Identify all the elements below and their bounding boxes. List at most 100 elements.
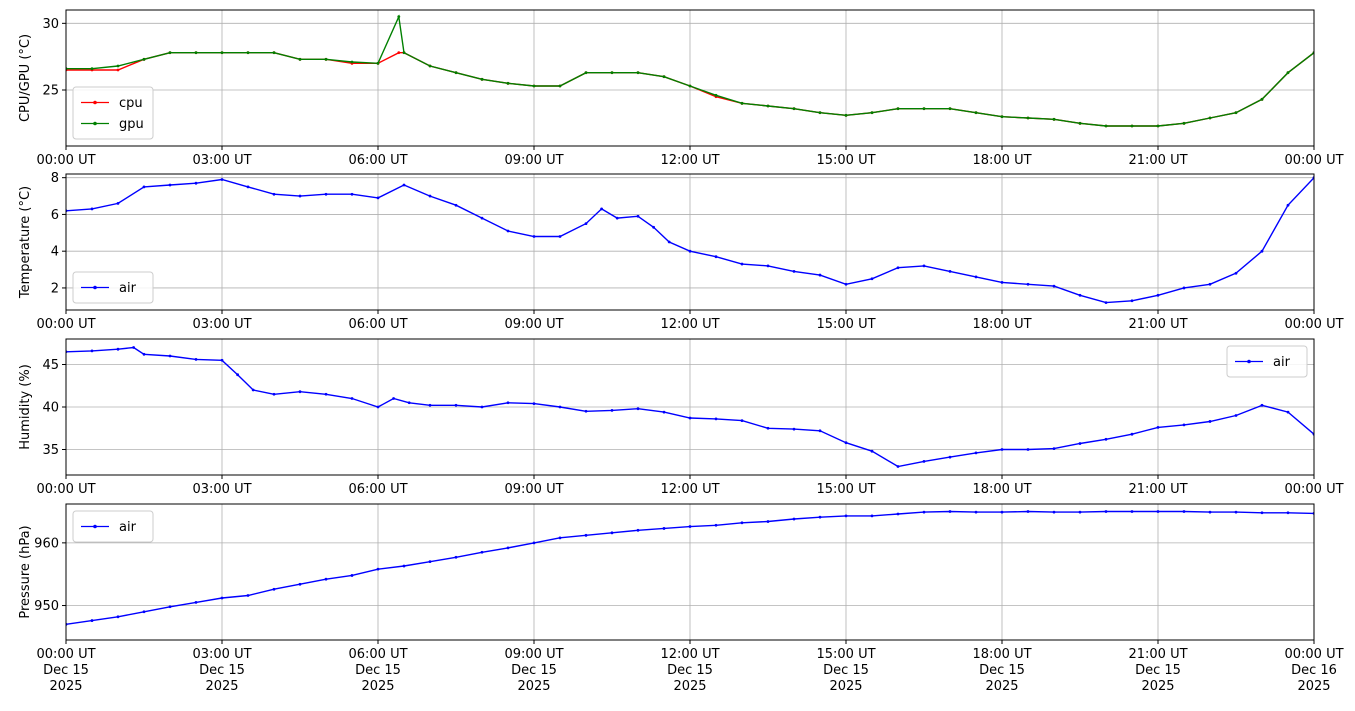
data-point: [272, 51, 276, 55]
data-point: [1078, 442, 1082, 445]
data-point: [1182, 510, 1186, 513]
x-tick-label: 21:00 UT Dec 15 2025: [1128, 647, 1187, 694]
data-point: [652, 225, 655, 229]
legend: air: [1226, 345, 1308, 378]
y-tick-label: 40: [42, 401, 59, 416]
data-point: [1234, 414, 1238, 417]
data-point: [636, 214, 640, 218]
data-point: [1286, 410, 1290, 414]
x-tick-label: 09:00 UT: [504, 153, 563, 168]
legend-marker-cpu: [93, 100, 97, 105]
y-tick-label: 25: [42, 84, 59, 99]
data-point: [1052, 510, 1056, 514]
x-tick-label: 12:00 UT: [660, 317, 719, 332]
x-tick-label: 06:00 UT: [348, 482, 407, 497]
data-point: [1260, 511, 1264, 515]
data-point: [584, 409, 588, 413]
data-point: [142, 57, 146, 61]
y-tick-label: 35: [42, 443, 59, 458]
data-point: [974, 510, 978, 514]
legend-box: [72, 86, 154, 140]
legend-label-gpu: gpu: [119, 117, 144, 132]
data-point: [407, 401, 411, 405]
data-point: [1104, 124, 1108, 128]
data-point: [584, 71, 588, 75]
data-point: [532, 402, 536, 405]
data-point: [1104, 510, 1108, 513]
x-tick-label: 03:00 UT: [192, 482, 251, 497]
legend: cpu gpu: [72, 86, 154, 140]
data-point: [506, 229, 510, 233]
data-point: [636, 71, 640, 75]
legend-box: [1226, 345, 1308, 378]
data-point: [246, 594, 250, 597]
data-point: [402, 51, 406, 55]
data-point: [1182, 423, 1186, 427]
data-point: [766, 104, 770, 108]
data-point: [844, 282, 848, 286]
data-point: [324, 57, 328, 61]
data-point: [766, 264, 770, 268]
data-point: [896, 266, 900, 270]
data-point: [974, 451, 978, 455]
data-point: [1234, 111, 1238, 115]
data-point: [610, 71, 614, 75]
data-point: [558, 84, 562, 88]
data-point: [116, 615, 120, 619]
data-point: [1130, 432, 1134, 436]
y-tick-label: 6: [51, 208, 59, 223]
data-point: [1000, 281, 1004, 284]
data-point: [116, 202, 120, 205]
data-point: [1182, 121, 1186, 125]
data-point: [558, 536, 562, 540]
data-point: [1104, 437, 1108, 441]
chart-panel-2: 00:00 UT 03:00 UT 06:00 UT 09:00 UT 12:00 UT…: [18, 171, 1344, 332]
x-tick-label: 18:00 UT Dec 15 2025: [972, 647, 1031, 694]
data-point: [870, 111, 874, 115]
y-tick-label: 8: [51, 171, 59, 186]
data-point: [948, 510, 952, 513]
data-point: [792, 427, 796, 431]
chart-panel-4: 00:00 UT Dec 15 2025 03:00 UT Dec 15 2025 06:0…: [18, 503, 1344, 694]
data-point: [428, 403, 432, 407]
data-point: [1026, 510, 1030, 513]
data-point: [392, 397, 395, 400]
data-point: [688, 525, 692, 528]
data-point: [90, 349, 94, 353]
data-point: [1156, 426, 1160, 429]
legend-box: [72, 271, 154, 304]
data-point: [1000, 448, 1004, 451]
chart-panel-3: 00:00 UT 03:00 UT 06:00 UT 09:00 UT 12:00 UT…: [18, 338, 1344, 497]
data-point: [636, 528, 640, 532]
data-point: [1260, 403, 1264, 407]
data-point: [922, 460, 926, 463]
data-point: [740, 262, 744, 266]
data-point: [376, 196, 380, 200]
y-axis-label: Humidity (%): [18, 364, 33, 450]
data-point: [142, 610, 146, 614]
data-point: [194, 600, 198, 604]
data-point: [1234, 271, 1238, 275]
data-point: [1130, 124, 1134, 128]
data-point: [870, 277, 874, 281]
data-point: [142, 352, 146, 356]
data-point: [1104, 301, 1108, 305]
x-tick-label: 00:00 UT: [36, 317, 95, 332]
data-point: [1156, 124, 1160, 128]
data-point: [584, 222, 588, 226]
x-tick-label: 18:00 UT: [972, 482, 1031, 497]
data-point: [896, 512, 900, 516]
y-axis-label: CPU/GPU (°C): [18, 34, 33, 122]
data-point: [402, 183, 406, 187]
legend-marker-air: [93, 524, 97, 529]
data-point: [350, 60, 354, 64]
data-point: [870, 514, 874, 518]
data-point: [1182, 286, 1186, 290]
data-point: [376, 567, 380, 571]
data-point: [714, 255, 718, 259]
y-axis-label: Pressure (hPa): [18, 525, 33, 618]
data-point: [818, 429, 822, 433]
data-point: [324, 192, 328, 196]
data-point: [1130, 510, 1134, 513]
data-point: [324, 577, 328, 581]
